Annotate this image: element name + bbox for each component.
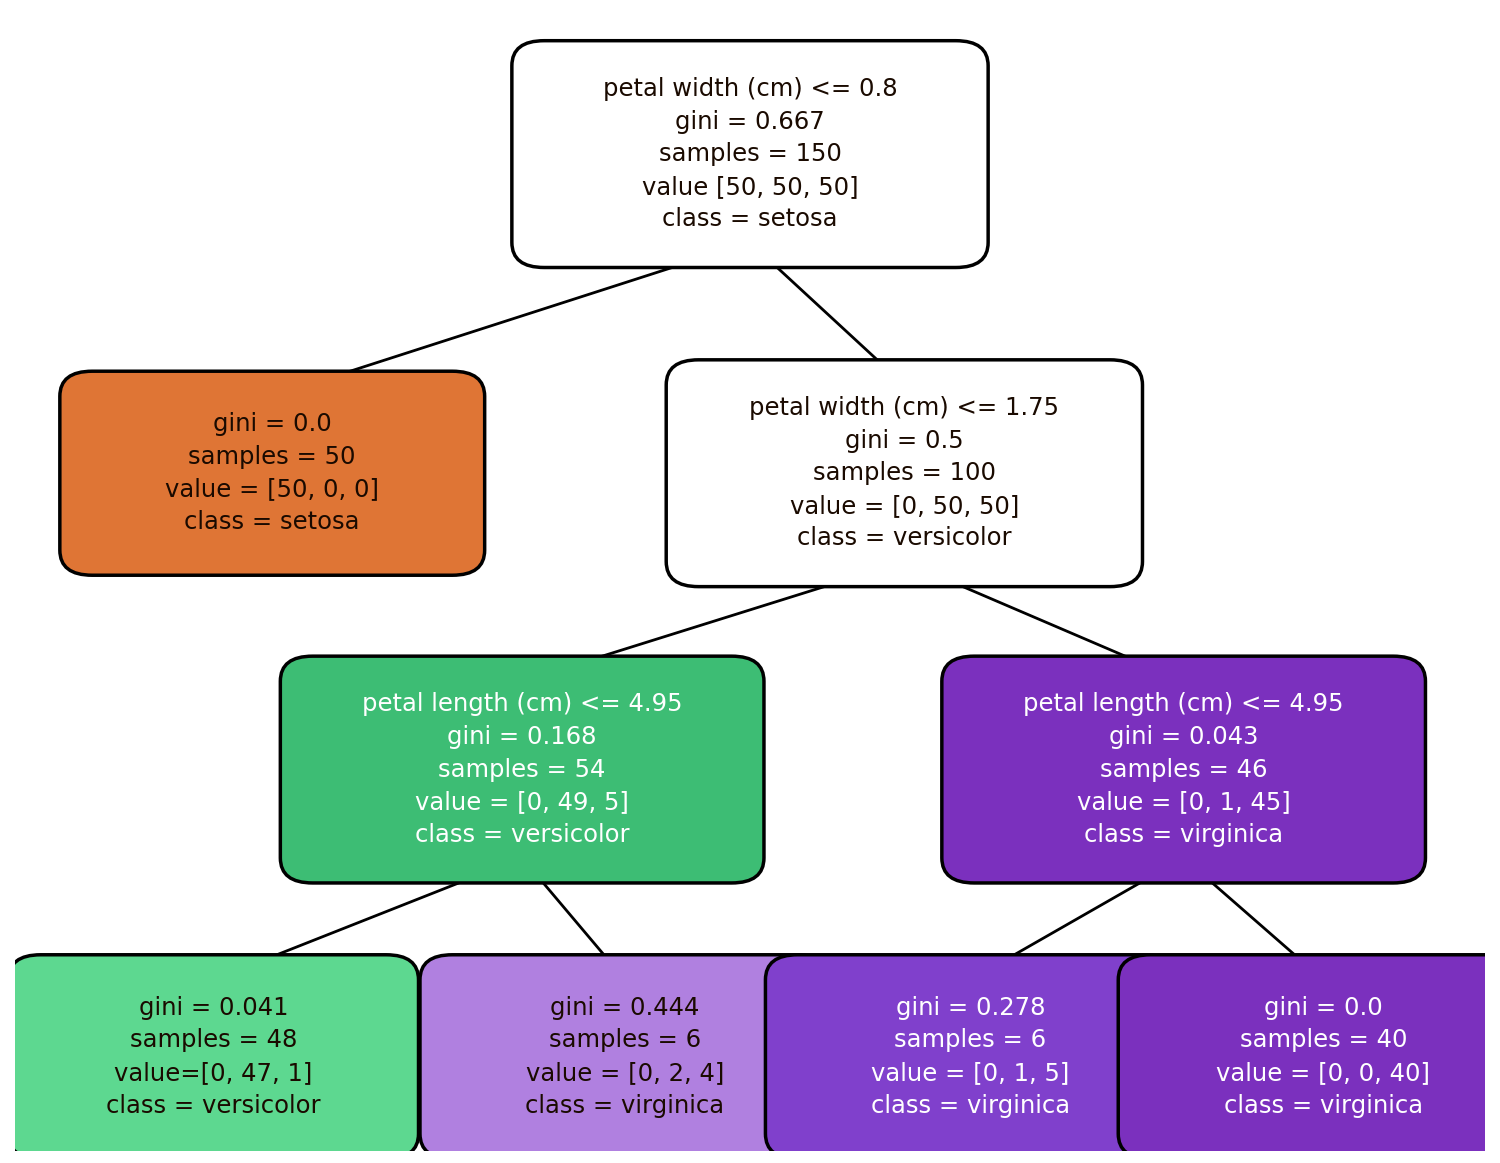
FancyBboxPatch shape bbox=[9, 955, 419, 1158]
Text: gini = 0.278
samples = 6
value = [0, 1, 5]
class = virginica: gini = 0.278 samples = 6 value = [0, 1, … bbox=[871, 996, 1070, 1118]
FancyBboxPatch shape bbox=[1118, 955, 1500, 1158]
FancyBboxPatch shape bbox=[765, 955, 1176, 1158]
FancyBboxPatch shape bbox=[942, 656, 1425, 883]
FancyBboxPatch shape bbox=[666, 359, 1143, 586]
Text: petal length (cm) <= 4.95
gini = 0.043
samples = 46
value = [0, 1, 45]
class = v: petal length (cm) <= 4.95 gini = 0.043 s… bbox=[1023, 692, 1344, 847]
Text: gini = 0.0
samples = 50
value = [50, 0, 0]
class = setosa: gini = 0.0 samples = 50 value = [50, 0, … bbox=[165, 413, 380, 534]
Text: petal length (cm) <= 4.95
gini = 0.168
samples = 54
value = [0, 49, 5]
class = v: petal length (cm) <= 4.95 gini = 0.168 s… bbox=[362, 692, 682, 847]
FancyBboxPatch shape bbox=[512, 41, 988, 267]
Text: petal width (cm) <= 0.8
gini = 0.667
samples = 150
value [50, 50, 50]
class = se: petal width (cm) <= 0.8 gini = 0.667 sam… bbox=[603, 77, 897, 231]
Text: gini = 0.0
samples = 40
value = [0, 0, 40]
class = virginica: gini = 0.0 samples = 40 value = [0, 0, 4… bbox=[1216, 996, 1431, 1118]
FancyBboxPatch shape bbox=[60, 371, 485, 576]
FancyBboxPatch shape bbox=[280, 656, 764, 883]
Text: gini = 0.444
samples = 6
value = [0, 2, 4]
class = virginica: gini = 0.444 samples = 6 value = [0, 2, … bbox=[525, 996, 724, 1118]
Text: petal width (cm) <= 1.75
gini = 0.5
samples = 100
value = [0, 50, 50]
class = ve: petal width (cm) <= 1.75 gini = 0.5 samp… bbox=[750, 397, 1059, 550]
FancyBboxPatch shape bbox=[420, 955, 830, 1158]
Text: gini = 0.041
samples = 48
value=[0, 47, 1]
class = versicolor: gini = 0.041 samples = 48 value=[0, 47, … bbox=[106, 996, 321, 1118]
